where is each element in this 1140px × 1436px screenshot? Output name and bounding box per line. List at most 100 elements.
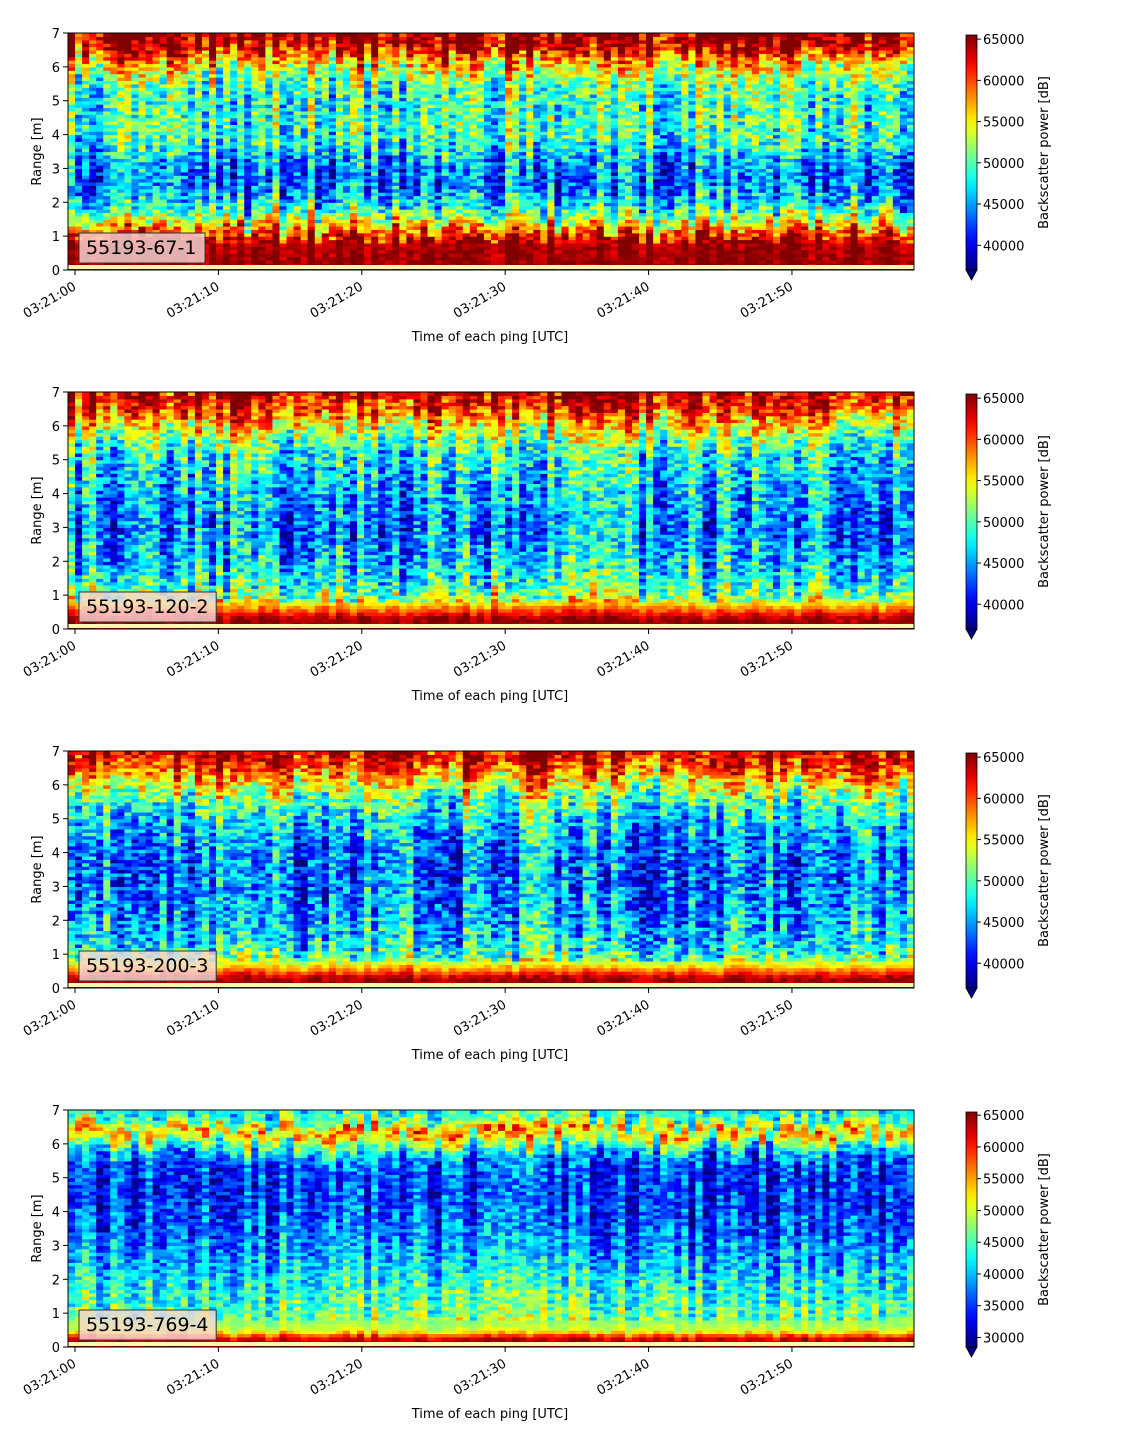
heatmap-cell xyxy=(342,124,351,129)
heatmap-cell xyxy=(448,124,457,129)
heatmap-cell xyxy=(68,246,76,251)
heatmap-cell xyxy=(201,124,210,129)
heatmap-cell xyxy=(180,225,189,230)
heatmap-cell xyxy=(103,87,111,92)
heatmap-cell xyxy=(216,165,224,170)
heatmap-cell xyxy=(180,148,189,153)
heatmap-cell xyxy=(152,188,161,193)
heatmap-cell xyxy=(335,232,344,237)
heatmap-cell xyxy=(272,253,281,258)
heatmap-cell xyxy=(420,93,429,98)
heatmap-cell xyxy=(469,77,478,81)
heatmap-cell xyxy=(469,114,478,119)
heatmap-cell xyxy=(547,33,556,37)
heatmap-cell xyxy=(321,185,330,190)
heatmap-cell xyxy=(110,202,118,207)
heatmap-cell xyxy=(307,93,316,98)
heatmap-cell xyxy=(145,141,154,146)
heatmap-cell xyxy=(420,83,429,88)
heatmap-cell xyxy=(251,80,259,85)
heatmap-cell xyxy=(483,97,492,102)
heatmap-cell xyxy=(427,137,436,142)
heatmap-cell xyxy=(286,188,295,193)
heatmap-cell xyxy=(498,178,506,183)
heatmap-cell xyxy=(357,181,365,186)
heatmap-cell xyxy=(392,215,400,220)
heatmap-cell xyxy=(201,181,210,186)
heatmap-cell xyxy=(194,215,203,220)
heatmap-cell xyxy=(68,80,76,85)
heatmap-cell xyxy=(427,70,436,75)
heatmap-cell xyxy=(89,212,97,217)
heatmap-cell xyxy=(265,151,274,156)
heatmap-cell xyxy=(519,175,527,180)
heatmap-cell xyxy=(244,154,252,159)
heatmap-cell xyxy=(194,127,203,132)
heatmap-cell xyxy=(194,107,203,112)
heatmap-cell xyxy=(491,70,499,75)
heatmap-cell xyxy=(448,43,457,48)
heatmap-cell xyxy=(441,144,450,149)
heatmap-cell xyxy=(512,202,520,207)
heatmap-cell xyxy=(476,232,485,237)
heatmap-cell xyxy=(286,205,295,210)
heatmap-cell xyxy=(244,181,252,186)
heatmap-cell xyxy=(223,43,231,48)
heatmap-cell xyxy=(498,181,506,186)
heatmap-cell xyxy=(540,151,548,156)
heatmap-cell xyxy=(469,239,478,244)
heatmap-cell xyxy=(279,168,288,173)
heatmap-cell xyxy=(462,154,471,159)
heatmap-cell xyxy=(307,104,316,109)
heatmap-cell xyxy=(554,134,563,139)
heatmap-cell xyxy=(526,49,534,54)
heatmap-cell xyxy=(265,36,274,41)
heatmap-cell xyxy=(399,107,407,112)
heatmap-cell xyxy=(427,148,436,153)
heatmap-cell xyxy=(279,198,288,203)
heatmap-cell xyxy=(498,212,506,217)
heatmap-cell xyxy=(138,171,147,176)
heatmap-cell xyxy=(462,253,471,258)
heatmap-cell xyxy=(434,77,443,81)
heatmap-cell xyxy=(427,168,436,173)
heatmap-cell xyxy=(314,225,323,230)
heatmap-cell xyxy=(68,131,76,136)
heatmap-cell xyxy=(124,43,133,48)
heatmap-cell xyxy=(89,46,97,51)
heatmap-cell xyxy=(138,215,147,220)
heatmap-cell xyxy=(498,236,506,241)
heatmap-cell xyxy=(483,246,492,251)
heatmap-cell xyxy=(307,134,316,139)
heatmap-cell xyxy=(314,56,323,61)
heatmap-cell xyxy=(117,104,125,109)
heatmap-cell xyxy=(498,188,506,193)
heatmap-cell xyxy=(110,100,118,105)
heatmap-cell xyxy=(145,181,154,186)
heatmap-cell xyxy=(103,215,111,220)
heatmap-cell xyxy=(216,219,224,224)
heatmap-cell xyxy=(110,158,118,163)
heatmap-cell xyxy=(533,110,541,115)
heatmap-cell xyxy=(371,225,379,230)
heatmap-cell xyxy=(554,236,563,241)
heatmap-cell xyxy=(335,151,344,156)
heatmap-cell xyxy=(378,83,386,88)
heatmap-cell xyxy=(293,36,302,41)
heatmap-cell xyxy=(209,158,217,163)
heatmap-cell xyxy=(124,168,133,173)
heatmap-cell xyxy=(75,141,83,146)
heatmap-cell xyxy=(476,87,485,92)
heatmap-cell xyxy=(223,168,231,173)
heatmap-cell xyxy=(75,121,83,126)
heatmap-cell xyxy=(89,43,97,48)
heatmap-cell xyxy=(491,236,499,241)
heatmap-cell xyxy=(434,198,443,203)
heatmap-cell xyxy=(385,127,393,132)
heatmap-cell xyxy=(399,134,407,139)
heatmap-cell xyxy=(512,70,520,75)
heatmap-cell xyxy=(89,188,97,193)
heatmap-cell xyxy=(194,219,203,224)
heatmap-cell xyxy=(519,209,527,214)
heatmap-cell xyxy=(68,178,76,183)
